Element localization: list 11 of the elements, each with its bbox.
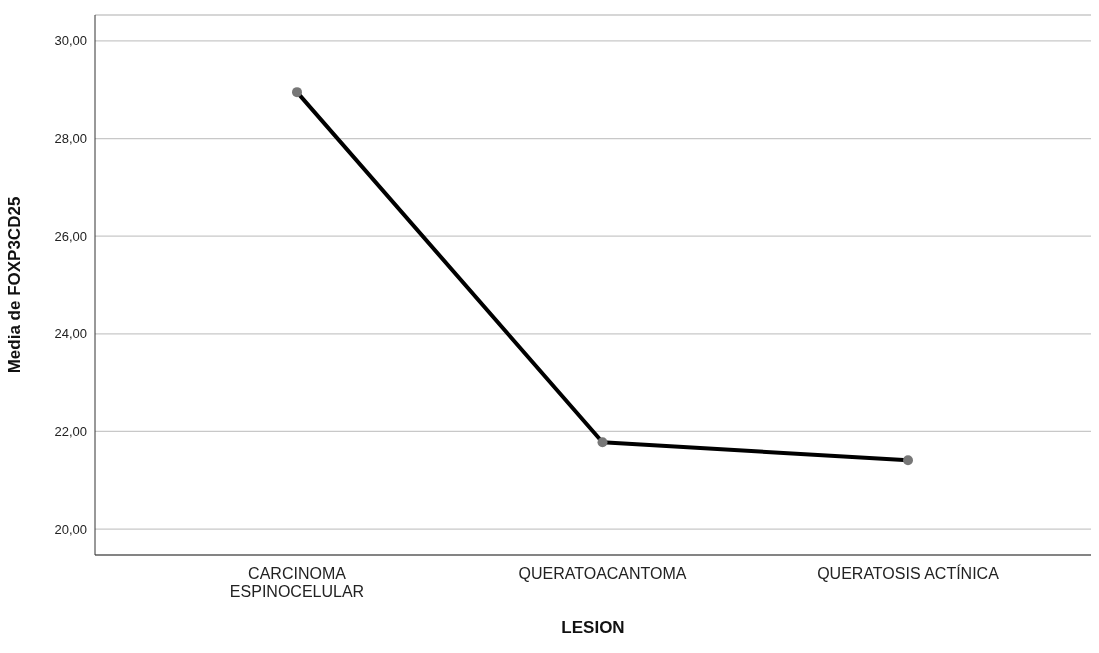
x-tick-label: CARCINOMA ESPINOCELULAR — [229, 565, 365, 600]
y-axis-title: Media de FOXP3CD25 — [5, 196, 25, 374]
x-tick-label: QUERATOSIS ACTÍNICA — [817, 564, 1000, 582]
y-tick-label: 28,00 — [54, 131, 87, 147]
x-axis-title: LESION — [561, 618, 625, 637]
y-tick-label: 26,00 — [54, 228, 87, 244]
x-tick-label: QUERATOACANTOMA — [518, 565, 687, 582]
y-tick-label: 24,00 — [54, 326, 87, 342]
y-tick-label: 20,00 — [54, 521, 87, 537]
y-tick-label: 22,00 — [54, 424, 87, 440]
y-tick-label: 30,00 — [54, 33, 87, 49]
